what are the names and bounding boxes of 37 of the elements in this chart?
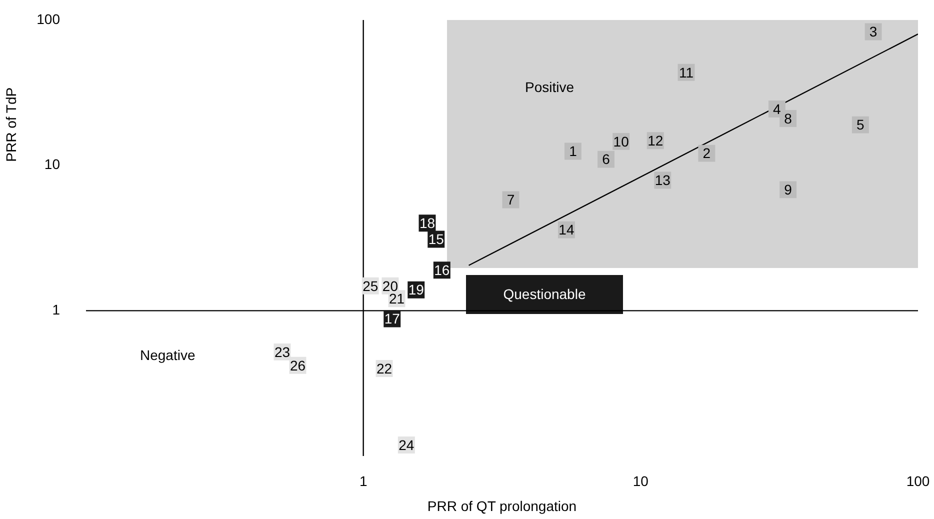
annotation: Questionable — [502, 286, 587, 302]
annotation: Positive — [525, 79, 574, 95]
series-label: 20 — [382, 278, 398, 294]
x-axis-title: PRR of QT prolongation — [427, 498, 577, 514]
series-label: 23 — [274, 344, 290, 360]
x-tick-label: 10 — [632, 472, 649, 489]
series-label: 22 — [376, 360, 392, 376]
series-label: 8 — [784, 110, 792, 126]
x-tick-label: 100 — [906, 472, 930, 489]
series-label: 12 — [648, 132, 664, 148]
series-label: 25 — [362, 278, 378, 294]
series-label: 15 — [428, 231, 444, 248]
series-label: 14 — [558, 222, 574, 238]
x-tick-label: 1 — [359, 472, 368, 489]
series-label: 11 — [678, 64, 694, 80]
series-label: 3 — [869, 24, 878, 40]
y-tick-label: 1 — [52, 302, 60, 318]
series-label: 26 — [290, 357, 306, 374]
series-label: 6 — [602, 151, 610, 168]
series-label: 10 — [613, 133, 630, 150]
y-axis-title: PRR of TdP — [2, 87, 19, 162]
series-label: 21 — [388, 290, 405, 306]
series-label: 2 — [702, 145, 711, 162]
series-label: 13 — [654, 172, 671, 188]
series-label: 5 — [856, 116, 865, 133]
series-label: 18 — [419, 215, 436, 232]
y-tick-label: 100 — [36, 10, 60, 27]
y-tick-label: 10 — [44, 156, 60, 172]
annotation: Negative — [140, 347, 196, 363]
series-label: 17 — [384, 310, 400, 327]
series-label: 16 — [434, 262, 450, 278]
series-label: 19 — [408, 282, 424, 298]
series-label: 7 — [506, 192, 515, 208]
series-label: 9 — [784, 182, 792, 198]
series-label: 4 — [773, 100, 782, 117]
series-label: 24 — [398, 436, 414, 453]
series-label: 1 — [569, 143, 578, 160]
